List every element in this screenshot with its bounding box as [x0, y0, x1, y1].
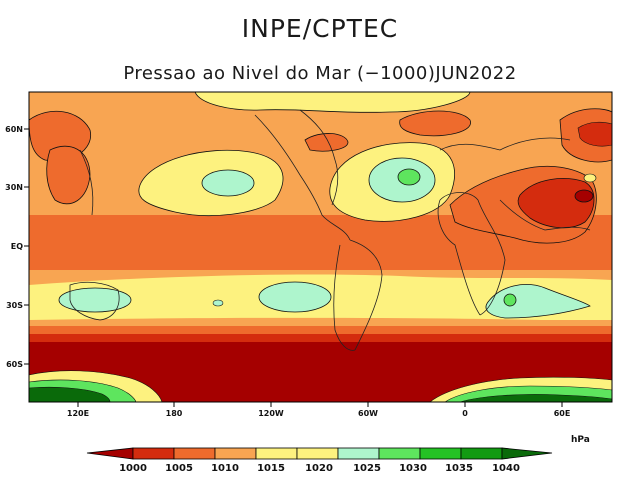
colorbar-label-1010: 1010	[211, 463, 239, 474]
coast-north-america-east	[299, 109, 339, 206]
lon-label-180: 180	[166, 409, 183, 418]
longitude-axis: 120E 180 120W 60W 0 60E	[67, 402, 570, 418]
lon-label-120w: 120W	[258, 409, 284, 418]
high-small-pacific	[212, 299, 224, 307]
antarctic-high-west-core	[29, 386, 111, 402]
lat-label-30s: 30S	[6, 301, 23, 310]
arctic-high	[194, 92, 471, 113]
low-north-atlantic	[399, 110, 471, 137]
lon-label-60e: 60E	[554, 409, 571, 418]
coast-south-america-west	[333, 244, 356, 351]
high-azores-core	[397, 168, 421, 186]
colorbar-label-1025: 1025	[353, 463, 381, 474]
coast-south-america-east	[349, 239, 383, 351]
lat-label-60n: 60N	[5, 125, 23, 134]
colorbar-arrow-low	[86, 447, 134, 460]
high-north-pacific-core	[201, 169, 255, 197]
latitude-axis: 60N 30N EQ 30S 60S	[5, 125, 29, 369]
colorbar-swatch-1000-1005	[132, 447, 175, 460]
colorbar-swatch-1025-1030	[378, 447, 421, 460]
high-south-pacific	[258, 281, 332, 313]
low-asia-core	[574, 189, 594, 203]
lon-label-60w: 60W	[358, 409, 378, 418]
colorbar-swatch-1035-1040	[460, 447, 503, 460]
lon-label-120e: 120E	[67, 409, 89, 418]
low-east-asia	[46, 145, 91, 205]
map-subtitle: Pressao ao Nivel do Mar (−1000)JUN2022	[123, 63, 517, 84]
map-panel	[29, 92, 612, 402]
antarctic-high-east-core	[459, 394, 612, 402]
high-core-south-indian	[503, 293, 517, 307]
coast-south-asia	[499, 199, 591, 231]
colorbar-swatch-1005-1010	[173, 447, 216, 460]
colorbar-arrow-high	[501, 447, 553, 460]
coast-eurasia-north	[439, 137, 571, 151]
coast-africa-west	[437, 199, 481, 316]
page-title: INPE/CPTEC	[241, 14, 399, 43]
colorbar-label-1035: 1035	[445, 463, 473, 474]
colorbar-label-1015: 1015	[257, 463, 285, 474]
coast-north-america-west	[254, 114, 351, 241]
colorbar-swatch-1010-1015	[214, 447, 257, 460]
band-south-1000	[29, 334, 612, 342]
map-frame	[28, 91, 613, 403]
coast-australia	[69, 281, 120, 321]
colorbar-swatch-1030-1035	[419, 447, 462, 460]
colorbar-swatch-1020-1025	[337, 447, 380, 460]
high-south-indian	[485, 284, 591, 319]
coastlines	[69, 109, 591, 351]
high-tibet	[583, 173, 597, 183]
lat-label-60s: 60S	[6, 360, 23, 369]
low-north-asia-1000	[577, 121, 612, 147]
colorbar-swatch-1020	[296, 447, 339, 460]
colorbar-swatch-1015-1020	[255, 447, 298, 460]
lon-label-0: 0	[462, 409, 468, 418]
colorbar: 1000 1005 1010 1015 1020 1025 1030 1035 …	[86, 447, 553, 474]
colorbar-label-1020: 1020	[305, 463, 333, 474]
coast-east-asia	[79, 149, 94, 216]
colorbar-label-1040: 1040	[492, 463, 520, 474]
high-australia	[58, 287, 132, 313]
band-south-1005	[29, 326, 612, 334]
low-greenland	[304, 133, 349, 152]
coast-africa-east	[439, 192, 506, 316]
lat-label-eq: EQ	[11, 242, 23, 251]
colorbar-label-1000: 1000	[119, 463, 147, 474]
colorbar-label-1030: 1030	[399, 463, 427, 474]
colorbar-units: hPa	[571, 435, 590, 445]
colorbar-label-1005: 1005	[165, 463, 193, 474]
band-south-1010	[29, 320, 612, 326]
lat-label-30n: 30N	[5, 183, 23, 192]
low-asia-1000	[517, 178, 595, 229]
